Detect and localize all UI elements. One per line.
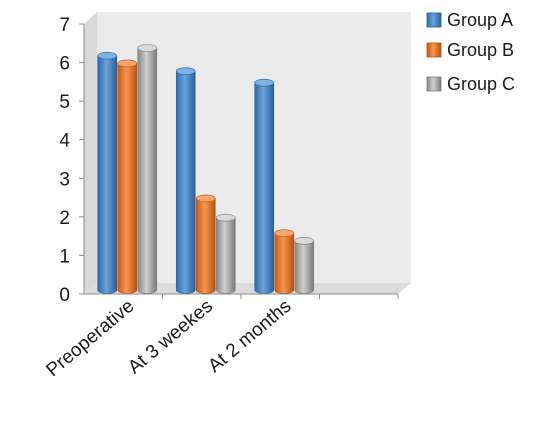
bar-group-a (254, 82, 275, 294)
legend-swatch-group-b (426, 42, 442, 58)
legend-label-group-b: Group B (447, 40, 514, 60)
bar-cap (294, 237, 315, 245)
y-tick-label: 2 (59, 208, 70, 229)
legend: Group A Group B Group C (426, 10, 515, 94)
bar-cap (175, 67, 196, 75)
legend-swatch-group-c (426, 76, 442, 92)
y-tick-label: 5 (59, 92, 70, 113)
bar-cap (215, 213, 236, 222)
x-category-label: At 2 months (204, 296, 295, 377)
y-tick-label: 3 (59, 169, 70, 190)
legend-label-group-a: Group A (447, 10, 513, 30)
y-tick-label: 1 (59, 246, 70, 267)
legend-item-group-a: Group A (426, 10, 513, 30)
bar-cap (195, 194, 216, 203)
legend-label-group-c: Group C (447, 74, 515, 94)
y-axis-ticks: 0 1 2 3 4 5 6 7 (59, 15, 84, 306)
y-tick-label: 4 (59, 131, 70, 152)
bar-group-b (274, 232, 295, 294)
y-tick-label: 0 (59, 285, 70, 306)
bar-group-c (215, 217, 236, 294)
y-tick-label: 7 (59, 15, 70, 36)
bar-cap (117, 59, 138, 68)
plot-side-wall (84, 12, 97, 294)
bars-group (97, 44, 399, 299)
x-category-label: At 3 weekes (124, 296, 217, 379)
bar-group-a (175, 70, 196, 294)
x-category-label: Preoperative (42, 296, 138, 381)
bar-group-b (117, 63, 138, 294)
bar-cap (137, 44, 158, 52)
bar-group-c (137, 47, 158, 294)
bar-cap (97, 51, 118, 60)
bar-group-b (195, 198, 216, 294)
bar-group-a (97, 55, 118, 294)
plot-floor (84, 283, 411, 294)
legend-item-group-c: Group C (426, 74, 515, 94)
legend-item-group-b: Group B (426, 40, 514, 60)
bar-cap (274, 229, 295, 237)
plot-back-wall (97, 12, 411, 283)
legend-swatch-group-a (426, 12, 442, 28)
y-tick-label: 6 (59, 54, 70, 75)
bar-group-c (294, 240, 315, 294)
bar-cap (254, 78, 275, 87)
